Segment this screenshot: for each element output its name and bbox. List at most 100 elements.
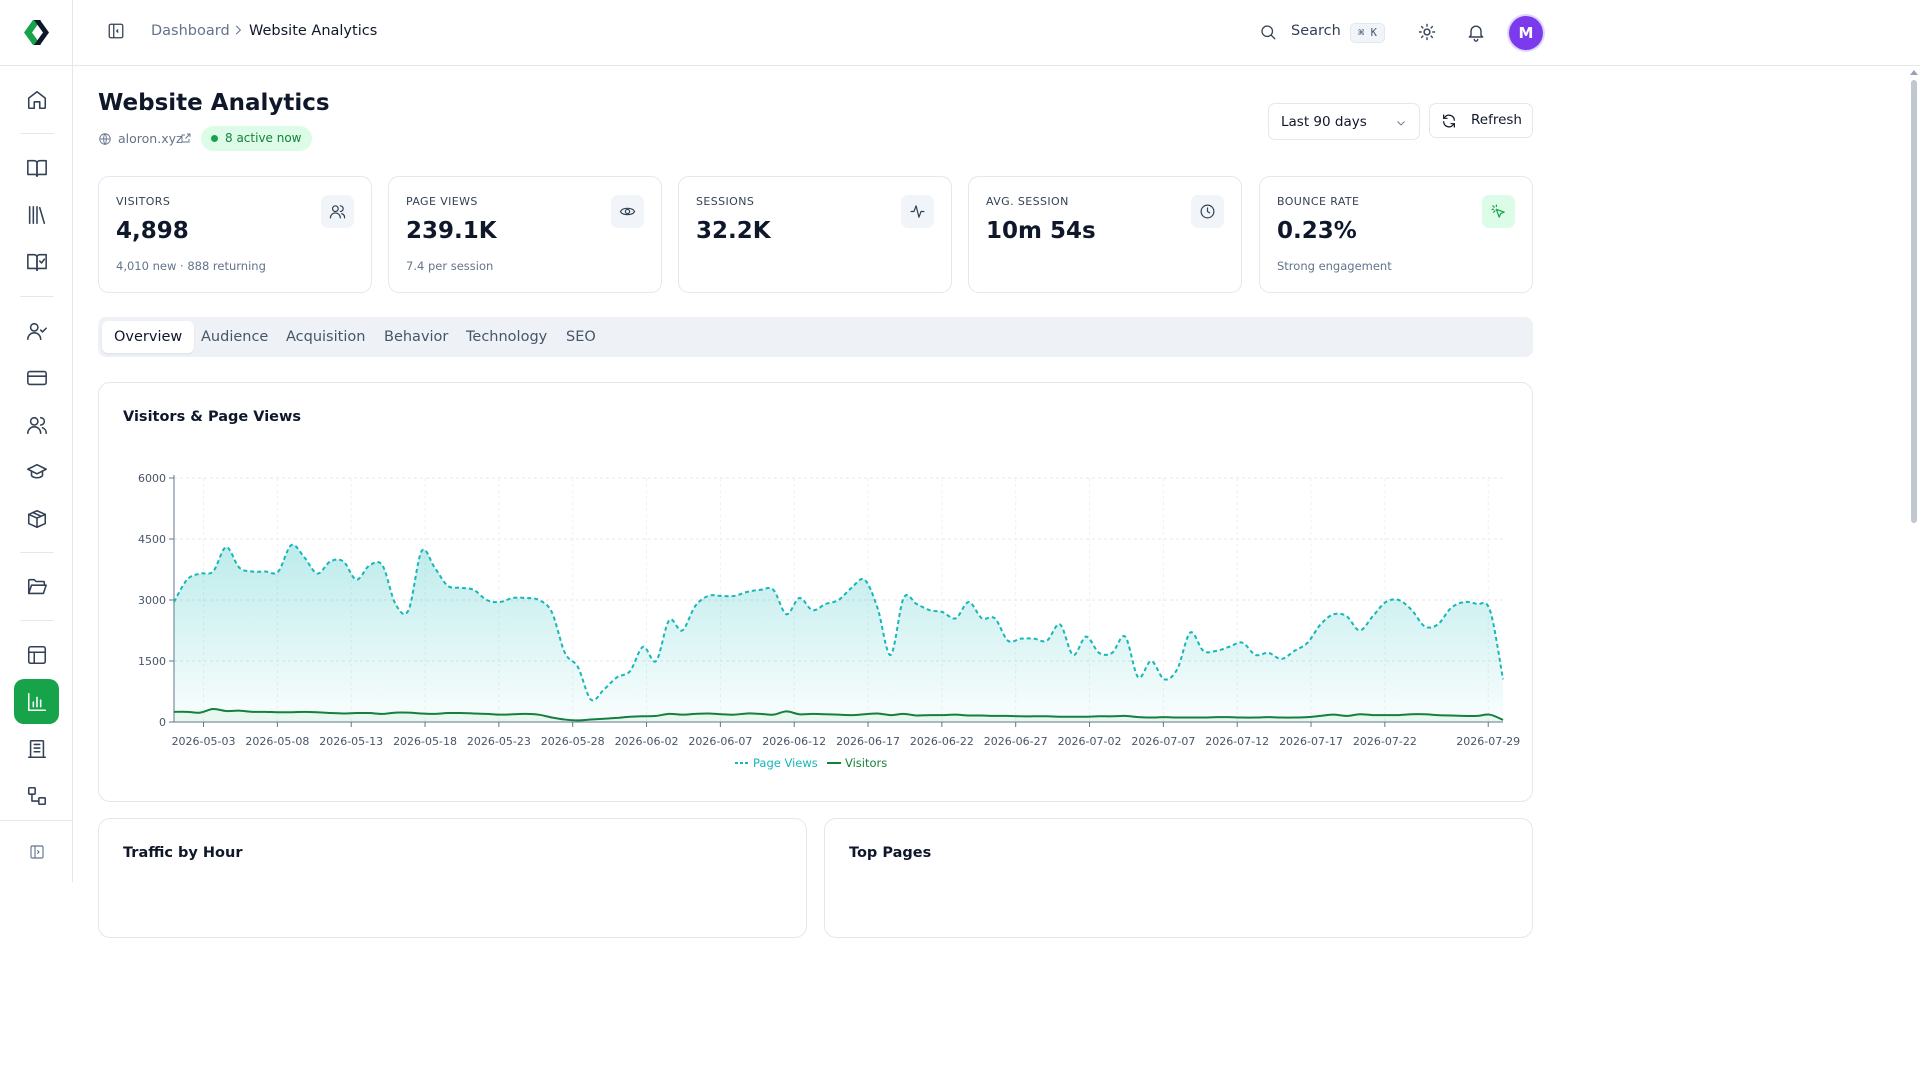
refresh-label: Refresh [1471,112,1522,128]
tab-acquisition[interactable]: Acquisition [286,329,366,345]
metric-subtext: Strong engagement [1277,259,1392,273]
tab-seo[interactable]: SEO [566,329,596,345]
x-tick-label: 2026-07-17 [1279,735,1343,748]
date-range-value: Last 90 days [1281,114,1367,130]
metric-card-bounce-rate: BOUNCE RATE 0.23% Strong engagement [1259,176,1533,293]
sidebar [0,0,73,882]
metric-subtext: 4,010 new · 888 returning [116,259,266,273]
metric-subtext: 7.4 per session [406,259,494,273]
x-tick-label: 2026-05-13 [319,735,383,748]
x-tick-label: 2026-07-07 [1131,735,1195,748]
users-icon [321,195,354,228]
x-tick-label: 2026-05-08 [245,735,309,748]
x-tick-label: 2026-07-22 [1353,735,1417,748]
sidebar-item-users[interactable] [14,402,59,447]
panel-right-icon [29,844,44,859]
y-tick-label: 4500 [138,533,166,546]
y-tick-label: 3000 [138,594,166,607]
avatar[interactable]: M [1509,16,1543,50]
sun-icon[interactable] [1417,22,1437,42]
bell-icon[interactable] [1466,22,1486,42]
metric-label: BOUNCE RATE [1277,195,1360,208]
tab-audience[interactable]: Audience [201,329,269,345]
refresh-icon [1443,114,1455,128]
visitors-pageviews-chart-card: Visitors & Page Views 0 1500 3000 4500 6000 2… [98,382,1533,802]
search-icon[interactable] [1259,23,1277,41]
book-check-icon [26,253,47,271]
sidebar-item-members[interactable] [14,308,59,353]
metric-label: VISITORS [116,195,171,208]
page-scrollbar[interactable] [1908,66,1920,882]
page-views-area [174,544,1503,722]
x-tick-label: 2026-05-03 [172,735,236,748]
legend-label-page-views: Page Views [753,756,818,770]
sidebar-item-library[interactable] [14,192,59,237]
clock-icon [1191,195,1224,228]
x-tick-label: 2026-07-02 [1058,735,1122,748]
sidebar-separator [20,296,54,297]
date-range-select[interactable]: Last 90 days [1268,103,1420,140]
folder-open-icon [27,578,47,594]
visitors-line [173,707,1504,722]
sidebar-item-billing[interactable] [14,355,59,400]
sidebar-expand-button[interactable] [14,829,59,874]
tab-overview[interactable]: Overview [102,321,195,353]
visitors-pageviews-chart: 0 1500 3000 4500 6000 2026-05-03 2026-05-08 202… [138,472,1520,770]
panel-left-icon [108,23,124,39]
sidebar-divider [0,65,72,66]
sidebar-item-courses[interactable] [14,239,59,284]
x-tick-label: 2026-06-22 [910,735,974,748]
sidebar-item-learning[interactable] [14,449,59,494]
credit-card-icon [26,370,47,385]
globe-icon [98,132,112,146]
book-open-icon [26,159,47,177]
search-shortcut-badge: ⌘ K [1350,23,1385,43]
refresh-button[interactable]: Refresh [1429,103,1533,138]
x-tick-label: 2026-06-07 [688,735,752,748]
sidebar-divider [0,820,72,821]
sidebar-item-workflows[interactable] [14,773,59,818]
card-title: Traffic by Hour [123,845,243,861]
search-button[interactable]: Search [1291,23,1341,39]
metric-card-visitors: VISITORS 4,898 4,010 new · 888 returning [98,176,372,293]
sidebar-item-organization[interactable] [14,726,59,771]
sidebar-item-files[interactable] [14,564,59,609]
breadcrumb-dashboard[interactable]: Dashboard [151,23,230,39]
top-pages-card: Top Pages [824,818,1533,938]
home-icon [27,90,46,109]
sidebar-item-analytics[interactable] [14,679,59,724]
site-domain: aloron.xyz [118,131,183,146]
sidebar-item-layout[interactable] [14,632,59,677]
sidebar-toggle-button[interactable] [107,22,127,42]
sidebar-item-docs[interactable] [14,145,59,190]
library-icon [28,205,45,224]
workflow-icon [27,786,46,805]
metric-label: AVG. SESSION [986,195,1069,208]
chevron-down-icon [1397,121,1405,126]
users-icon [26,416,47,434]
card-title: Top Pages [849,845,932,861]
tab-technology[interactable]: Technology [466,329,548,345]
main-content: Website Analytics aloron.xyz 8 active no… [73,66,1908,1080]
x-tick-label: 2026-06-02 [615,735,679,748]
eye-icon [611,195,644,228]
scroll-up-arrow[interactable] [1910,70,1918,75]
package-icon [27,509,46,528]
scrollbar-thumb[interactable] [1911,80,1917,523]
sidebar-item-home[interactable] [14,77,59,122]
sidebar-item-products[interactable] [14,496,59,541]
metric-cards: VISITORS 4,898 4,010 new · 888 returning… [98,176,1533,293]
y-tick-label: 1500 [138,655,166,668]
metric-value: 0.23% [1277,218,1357,244]
sidebar-separator [20,620,54,621]
external-link-icon[interactable] [180,132,192,144]
app-logo[interactable] [20,16,53,49]
chevron-right-icon [231,23,245,37]
active-users-badge: 8 active now [201,126,312,151]
traffic-by-hour-card: Traffic by Hour [98,818,807,938]
analytics-tabs: Overview Audience Acquisition Behavior T… [98,317,1533,357]
metric-value: 239.1K [406,218,497,244]
layout-icon [27,645,46,664]
tab-behavior[interactable]: Behavior [384,329,449,345]
metric-label: SESSIONS [696,195,755,208]
